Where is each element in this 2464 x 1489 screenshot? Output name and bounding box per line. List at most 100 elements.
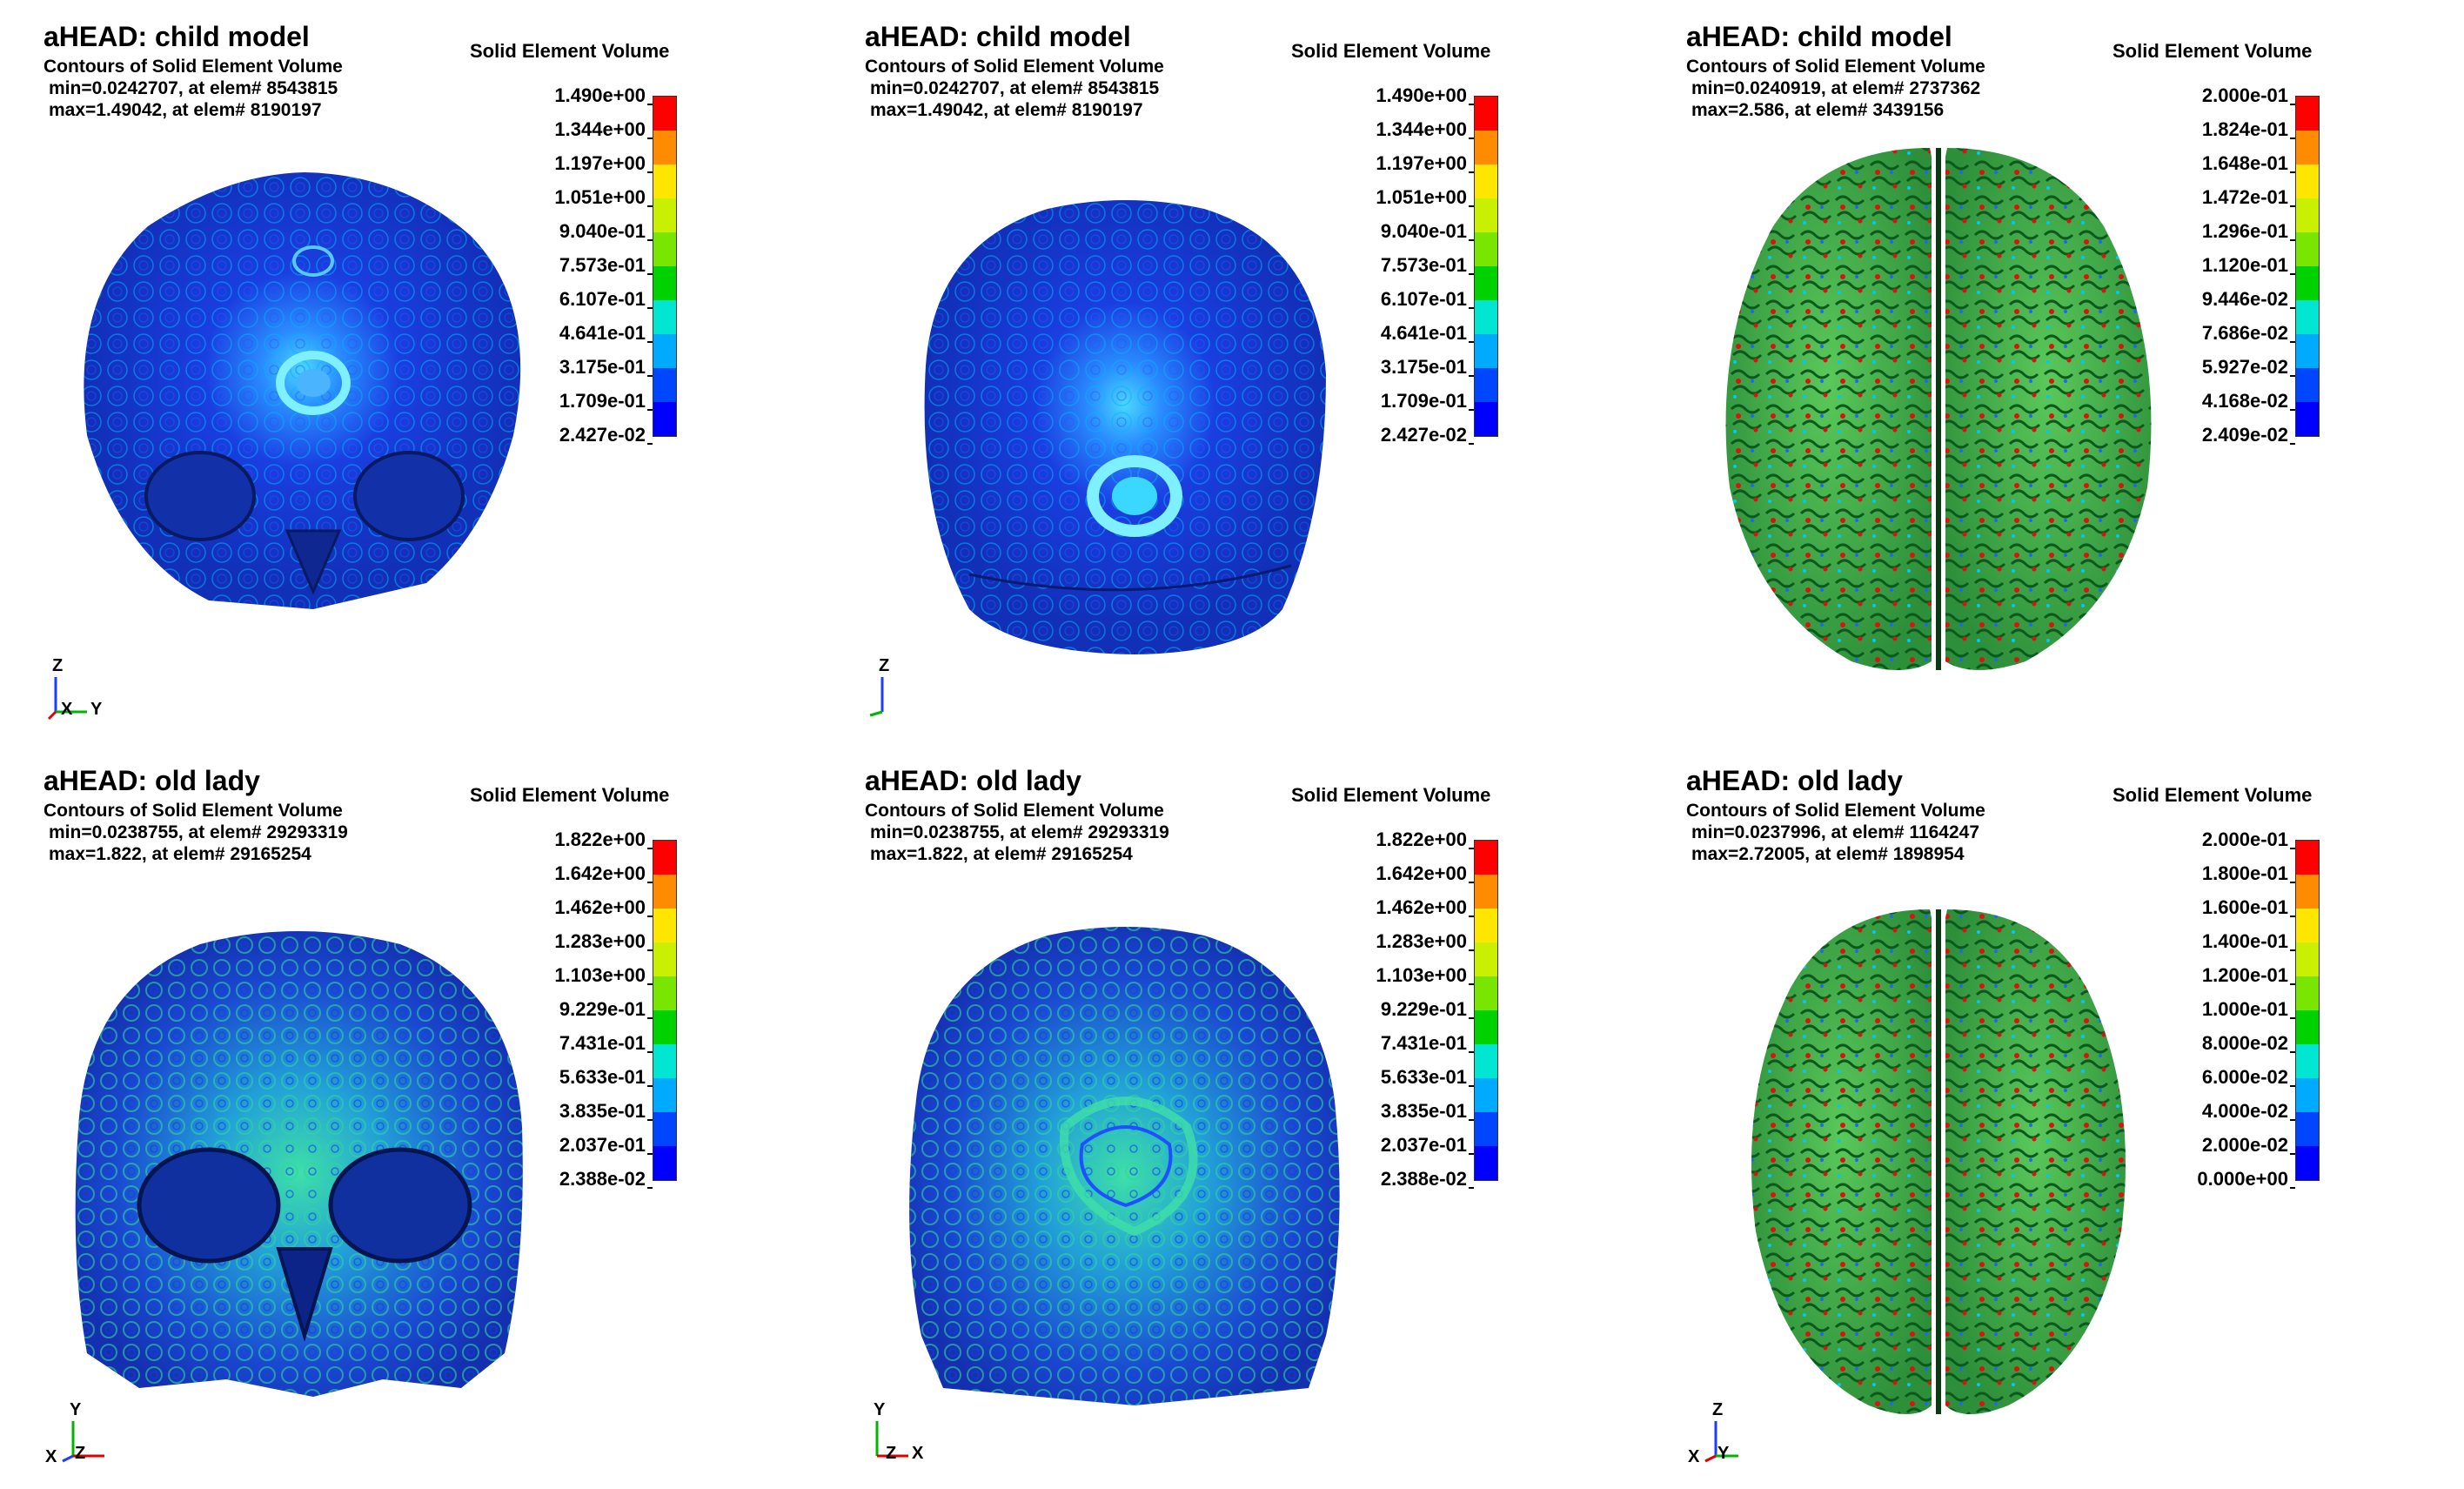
colorbar-segment (1475, 266, 1497, 300)
child-skull-back-model (924, 200, 1326, 654)
panel-title: aHEAD: old lady (865, 765, 1081, 796)
panel-subtitle: Contours of Solid Element Volume (1686, 801, 1985, 821)
colorbar-tick-label: 9.229e-01 (1381, 998, 1475, 1021)
colorbar-tick-label: 4.168e-02 (2202, 390, 2296, 412)
colorbar-tick-label: 9.446e-02 (2202, 288, 2296, 311)
colorbar-segment (1475, 1146, 1497, 1180)
colorbar-tick-label: 1.283e+00 (1376, 930, 1474, 953)
colorbar-tick-label: 4.641e-01 (559, 322, 653, 345)
colorbar-segment (653, 909, 676, 942)
colorbar-tick-label: 1.642e+00 (554, 862, 653, 885)
colorbar-segment (653, 97, 676, 131)
panel-title: aHEAD: old lady (1686, 765, 1903, 796)
panel-old-lady-skull-front: aHEAD: old lady Contours of Solid Elemen… (0, 744, 821, 1488)
colorbar-segment (2296, 841, 2319, 875)
axis-label-out: Z (886, 1444, 897, 1463)
colorbar-segment (2296, 164, 2319, 198)
colorbar-segment (1475, 942, 1497, 976)
colorbar-segment (1475, 97, 1497, 131)
old-lady-skull-front-model (75, 931, 523, 1397)
colorbar-tick-label: 6.107e-01 (1381, 288, 1475, 311)
colorbar-segment (653, 942, 676, 976)
colorbar-segment (653, 402, 676, 436)
colorbar-segment (653, 875, 676, 909)
colorbar-segment (2296, 334, 2319, 368)
axis-label-out: X (61, 700, 73, 719)
colorbar-title: Solid Element Volume (470, 784, 670, 806)
max-readout: max=2.72005, at elem# 1898954 (1691, 844, 1965, 864)
colorbar-tick-label: 7.573e-01 (1381, 254, 1475, 277)
axis-triad: Y Z X (44, 1400, 122, 1466)
axis-triad (1686, 661, 1764, 722)
colorbar-tick-label: 6.000e-02 (2202, 1066, 2296, 1089)
min-readout: min=0.0238755, at elem# 29293319 (870, 822, 1169, 842)
panel-header: aHEAD: old lady Contours of Solid Elemen… (865, 767, 1169, 863)
axis-label-out: X (1688, 1447, 1700, 1466)
colorbar (653, 840, 677, 1181)
child-skull-front-model (84, 172, 521, 609)
colorbar-tick-label: 1.200e-01 (2202, 964, 2296, 987)
max-readout: max=2.586, at elem# 3439156 (1691, 100, 1945, 120)
min-readout: min=0.0237996, at elem# 1164247 (1691, 822, 1980, 842)
colorbar-segment (653, 368, 676, 402)
colorbar-segment (653, 976, 676, 1010)
colorbar-tick-label: 1.822e+00 (554, 828, 653, 851)
colorbar-segment (653, 334, 676, 368)
colorbar-segment (2296, 976, 2319, 1010)
colorbar (653, 96, 677, 437)
colorbar-segment (653, 300, 676, 334)
colorbar-title: Solid Element Volume (2112, 40, 2313, 62)
colorbar-tick-label: 2.427e-02 (559, 424, 653, 446)
colorbar-segment (653, 266, 676, 300)
colorbar-segment (1475, 402, 1497, 436)
colorbar-segment (1475, 1078, 1497, 1112)
colorbar-segment (1475, 164, 1497, 198)
panel-child-brain-top: aHEAD: child model Contours of Solid Ele… (1643, 0, 2464, 744)
colorbar-tick-label: 1.197e+00 (1376, 152, 1474, 175)
axis-label-horizontal: Z (75, 1444, 86, 1463)
colorbar-tick-label: 1.103e+00 (1376, 964, 1474, 987)
colorbar-segment (653, 232, 676, 266)
colorbar-tick-label: 5.927e-02 (2202, 356, 2296, 379)
colorbar-tick-label: 1.709e-01 (1381, 390, 1475, 412)
colorbar-tick-label: 0.000e+00 (2197, 1168, 2295, 1191)
colorbar-tick-label: 1.197e+00 (554, 152, 653, 175)
child-brain-top-model (1725, 148, 2152, 670)
colorbar-segment (2296, 97, 2319, 131)
colorbar-segment (653, 1146, 676, 1180)
colorbar-segment (653, 1112, 676, 1146)
colorbar-tick-label: 1.648e-01 (2202, 152, 2296, 175)
colorbar-tick-label: 4.641e-01 (1381, 322, 1475, 345)
colorbar-title: Solid Element Volume (1291, 784, 1491, 806)
colorbar-tick-label: 1.296e-01 (2202, 220, 2296, 243)
axis-label-vertical: Y (874, 1400, 886, 1419)
colorbar-segment (1475, 1044, 1497, 1078)
colorbar-segment (2296, 266, 2319, 300)
max-readout: max=1.822, at elem# 29165254 (870, 844, 1133, 864)
min-readout: min=0.0240919, at elem# 2737362 (1691, 78, 1981, 98)
colorbar-tick-label: 9.040e-01 (559, 220, 653, 243)
colorbar-segment (1475, 131, 1497, 164)
max-readout: max=1.822, at elem# 29165254 (49, 844, 311, 864)
colorbar-tick-label: 1.120e-01 (2202, 254, 2296, 277)
colorbar-tick-label: 1.490e+00 (1376, 84, 1474, 107)
colorbar-tick-label: 2.000e-01 (2202, 84, 2296, 107)
colorbar-tick-label: 2.000e-01 (2202, 828, 2296, 851)
colorbar-segment (653, 131, 676, 164)
panel-child-skull-back: aHEAD: child model Contours of Solid Ele… (821, 0, 1643, 744)
axis-triad: Z Y X (44, 656, 122, 722)
colorbar (2295, 840, 2320, 1181)
axis-label-vertical: Z (1712, 1400, 1724, 1419)
panel-old-lady-skull-back: aHEAD: old lady Contours of Solid Elemen… (821, 744, 1643, 1488)
panel-header: aHEAD: child model Contours of Solid Ele… (865, 23, 1164, 119)
colorbar-tick-label: 6.107e-01 (559, 288, 653, 311)
colorbar-tick-label: 7.686e-02 (2202, 322, 2296, 345)
colorbar-tick-label: 1.103e+00 (554, 964, 653, 987)
colorbar-tick-label: 1.642e+00 (1376, 862, 1474, 885)
colorbar-tick-label: 1.462e+00 (1376, 896, 1474, 919)
colorbar-segment (2296, 1112, 2319, 1146)
axis-triad: Z (865, 656, 943, 722)
panel-child-skull-front: aHEAD: child model Contours of Solid Ele… (0, 0, 821, 744)
colorbar-tick-label: 1.709e-01 (559, 390, 653, 412)
colorbar-tick-label: 1.283e+00 (554, 930, 653, 953)
